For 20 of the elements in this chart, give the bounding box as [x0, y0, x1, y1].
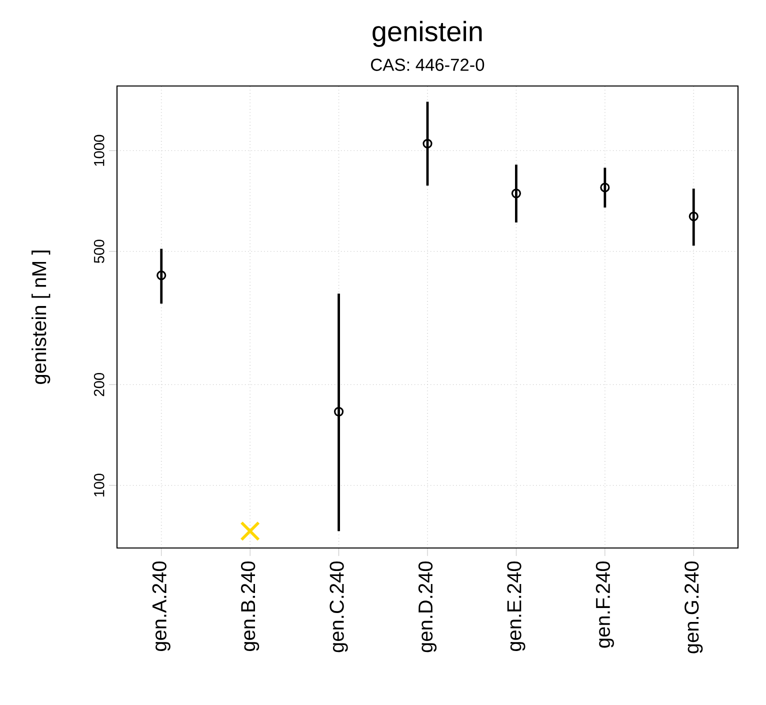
- x-tick-label: gen.G.240: [684, 561, 703, 654]
- chart-subtitle: CAS: 446-72-0: [371, 58, 484, 71]
- x-tick-label: gen.A.240: [152, 561, 170, 652]
- x-tick-label: gen.C.240: [330, 561, 348, 652]
- x-tick-label: gen.E.240: [507, 561, 526, 652]
- point: [688, 212, 698, 222]
- point: [334, 406, 344, 416]
- y-tick-label: 100: [94, 474, 104, 496]
- point: [422, 138, 432, 148]
- point: [156, 270, 166, 280]
- point: [600, 182, 610, 192]
- x-tick-label: gen.D.240: [418, 561, 437, 652]
- x-tick-label: gen.F.240: [596, 561, 614, 648]
- point: [511, 188, 522, 198]
- y-tick-label: 200: [94, 372, 104, 396]
- x-tick-label: gen.B.240: [241, 561, 260, 652]
- chart-title: genistein: [372, 20, 482, 47]
- y-axis-title: genistein [ nM ]: [32, 250, 50, 384]
- y-tick-label: 1000: [94, 134, 104, 166]
- y-tick-label: 500: [94, 240, 104, 264]
